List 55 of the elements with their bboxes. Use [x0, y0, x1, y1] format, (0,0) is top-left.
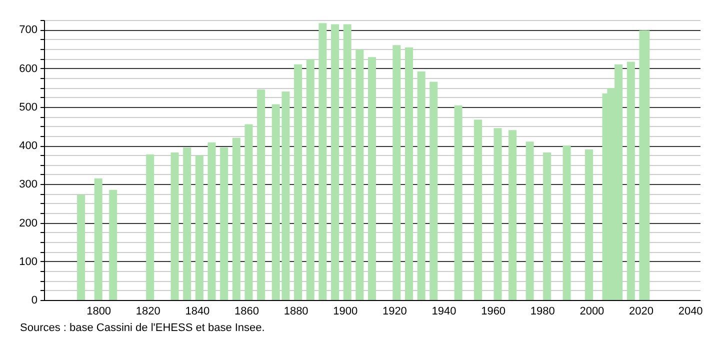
bar — [562, 146, 571, 300]
x-tick-label: 2040 — [678, 306, 703, 318]
bar — [294, 64, 302, 300]
bar — [404, 47, 413, 300]
y-tick-label: 600 — [19, 62, 38, 75]
bar — [494, 128, 502, 300]
y-tick-label: 300 — [19, 178, 38, 191]
y-tick-label: 400 — [19, 140, 38, 152]
bar — [232, 138, 240, 300]
bar — [454, 105, 462, 300]
bar — [508, 130, 517, 300]
x-tick-label: 1900 — [333, 306, 358, 318]
bar — [195, 156, 204, 300]
bar — [244, 124, 253, 300]
bar — [170, 152, 179, 300]
bar — [584, 149, 593, 300]
bar — [77, 194, 86, 300]
x-tick-label: 2020 — [629, 306, 654, 318]
x-tick-label: 1880 — [284, 306, 308, 318]
y-tick-label: 200 — [19, 217, 38, 230]
x-tick-label: 1940 — [432, 306, 456, 318]
x-tick-label: 1840 — [185, 306, 210, 318]
bar — [543, 152, 552, 300]
x-tick-label: 1980 — [530, 306, 555, 318]
bar — [392, 45, 401, 300]
bar — [109, 190, 118, 300]
bar — [368, 57, 376, 300]
x-tick-label: 1960 — [481, 306, 506, 318]
bar — [306, 59, 314, 300]
bar — [146, 154, 154, 300]
y-tick-label: 500 — [19, 101, 38, 114]
x-tick-label: 1800 — [86, 306, 112, 318]
bar — [183, 147, 192, 300]
x-tick-label: 2000 — [580, 306, 604, 318]
x-tick-label: 1860 — [234, 306, 259, 318]
bar — [474, 120, 482, 300]
bar — [208, 142, 216, 300]
bar — [526, 142, 534, 300]
y-tick-label: 0 — [31, 294, 38, 306]
bar — [318, 23, 327, 300]
bar — [220, 147, 228, 300]
bar — [430, 82, 438, 300]
bar — [257, 90, 266, 300]
bar — [94, 178, 102, 300]
y-tick-label: 700 — [19, 24, 38, 36]
bar — [331, 24, 340, 300]
bar — [626, 62, 635, 300]
bar — [642, 30, 650, 300]
x-tick-label: 1920 — [382, 306, 407, 318]
source-note: Sources : base Cassini de l'EHESS et base Insee. — [20, 322, 265, 334]
bar — [356, 49, 364, 300]
x-tick-label: 1820 — [136, 306, 160, 318]
bar — [417, 71, 426, 300]
y-tick-label: 100 — [19, 256, 38, 268]
bar — [343, 24, 352, 300]
